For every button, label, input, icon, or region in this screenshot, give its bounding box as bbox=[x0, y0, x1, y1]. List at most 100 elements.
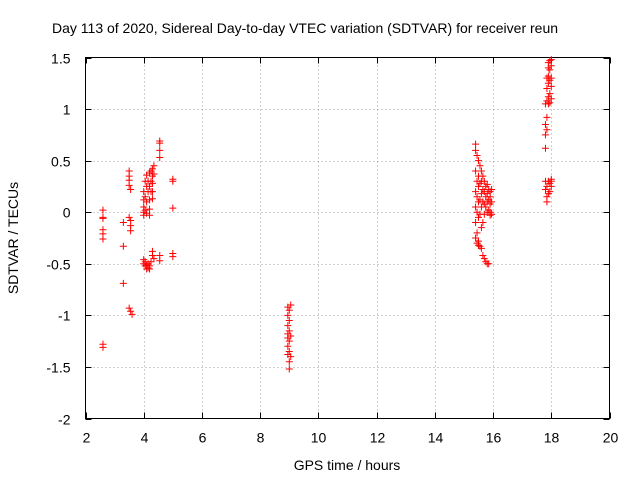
x-tick-label: 10 bbox=[311, 430, 327, 446]
y-tick-label: -1 bbox=[58, 308, 71, 324]
data-point bbox=[547, 74, 555, 82]
data-point bbox=[472, 188, 480, 196]
data-point bbox=[546, 90, 554, 98]
data-point bbox=[148, 179, 156, 187]
data-point bbox=[99, 214, 107, 222]
x-axis-tick-labels: 2 4 6 8 10 12 14 16 18 20 bbox=[83, 430, 619, 446]
data-point bbox=[287, 332, 295, 340]
data-point bbox=[488, 186, 496, 194]
y-axis-label: SDTVAR / TECUs bbox=[5, 182, 21, 294]
data-point bbox=[477, 167, 485, 175]
data-point bbox=[146, 182, 154, 190]
data-point bbox=[146, 205, 154, 213]
data-point bbox=[546, 66, 554, 74]
data-point bbox=[479, 252, 487, 260]
y-tick-label: -2 bbox=[58, 412, 71, 428]
data-point bbox=[475, 213, 482, 221]
data-point bbox=[546, 99, 554, 107]
data-point bbox=[146, 196, 154, 204]
data-point bbox=[543, 113, 551, 121]
data-point bbox=[472, 146, 480, 154]
data-point bbox=[156, 146, 164, 154]
data-point bbox=[472, 219, 480, 227]
data-point bbox=[148, 195, 156, 203]
y-tick-label: 1 bbox=[63, 102, 71, 118]
data-point bbox=[477, 224, 485, 232]
x-tick-label: 20 bbox=[603, 430, 619, 446]
y-axis-tick-labels: -2 -1.5 -1 -0.5 0 0.5 1 1.5 bbox=[46, 51, 70, 428]
x-tick-label: 14 bbox=[428, 430, 444, 446]
data-point bbox=[146, 211, 154, 219]
data-point bbox=[99, 235, 107, 243]
data-point bbox=[156, 257, 164, 265]
data-point bbox=[485, 260, 493, 268]
data-point bbox=[285, 317, 293, 325]
data-point bbox=[541, 144, 549, 152]
data-point bbox=[483, 180, 491, 188]
data-point bbox=[141, 206, 149, 214]
data-point bbox=[541, 131, 549, 139]
data-point bbox=[486, 211, 494, 219]
data-point bbox=[148, 188, 156, 196]
data-point bbox=[480, 177, 488, 185]
data-point bbox=[119, 279, 127, 287]
x-axis-label: GPS time / hours bbox=[294, 457, 401, 473]
y-tick-label: -1.5 bbox=[46, 360, 70, 376]
data-point bbox=[546, 188, 554, 196]
data-point bbox=[127, 186, 135, 194]
data-point bbox=[475, 157, 482, 165]
data-point bbox=[125, 181, 133, 189]
data-point bbox=[543, 126, 551, 134]
data-point bbox=[479, 219, 487, 227]
data-point bbox=[476, 162, 484, 170]
data-point bbox=[287, 301, 295, 309]
data-point bbox=[284, 342, 292, 350]
data-point bbox=[150, 170, 158, 178]
data-point bbox=[99, 343, 107, 351]
data-point bbox=[486, 193, 494, 201]
data-point bbox=[541, 121, 549, 129]
data-point bbox=[285, 365, 293, 373]
data-point bbox=[547, 62, 555, 70]
data-point bbox=[125, 304, 133, 312]
data-point bbox=[99, 206, 107, 214]
data-point bbox=[125, 213, 133, 221]
data-point bbox=[473, 229, 481, 237]
chart-title: Day 113 of 2020, Sidereal Day-to-day VTE… bbox=[52, 20, 558, 36]
data-point bbox=[285, 327, 293, 335]
y-tick-label: -0.5 bbox=[46, 257, 70, 273]
x-tick-label: 4 bbox=[141, 430, 149, 446]
y-tick-label: 0.5 bbox=[51, 154, 71, 170]
data-point bbox=[169, 177, 177, 185]
data-point bbox=[169, 204, 177, 212]
data-point bbox=[477, 244, 485, 252]
data-point bbox=[147, 258, 155, 266]
axis-ticks bbox=[85, 57, 611, 420]
data-point bbox=[544, 79, 552, 87]
data-point bbox=[547, 182, 555, 190]
data-point bbox=[547, 56, 555, 64]
x-tick-label: 2 bbox=[83, 430, 91, 446]
data-point bbox=[543, 84, 551, 92]
data-point bbox=[119, 242, 127, 250]
data-point bbox=[141, 193, 149, 201]
x-tick-label: 12 bbox=[370, 430, 386, 446]
data-point bbox=[544, 100, 552, 108]
data-point bbox=[475, 241, 482, 249]
data-point bbox=[127, 227, 135, 235]
data-point bbox=[473, 151, 481, 159]
data-point bbox=[146, 265, 154, 273]
data-point bbox=[473, 193, 481, 201]
data-point bbox=[285, 347, 293, 355]
data-point bbox=[284, 322, 292, 330]
data-point bbox=[475, 182, 482, 190]
data-point bbox=[479, 172, 487, 180]
data-point bbox=[287, 353, 295, 361]
data-point bbox=[472, 234, 480, 242]
data-point bbox=[480, 255, 488, 263]
plot-frame bbox=[85, 57, 610, 419]
data-point bbox=[488, 198, 496, 206]
data-point bbox=[127, 307, 135, 315]
data-point bbox=[148, 165, 156, 173]
